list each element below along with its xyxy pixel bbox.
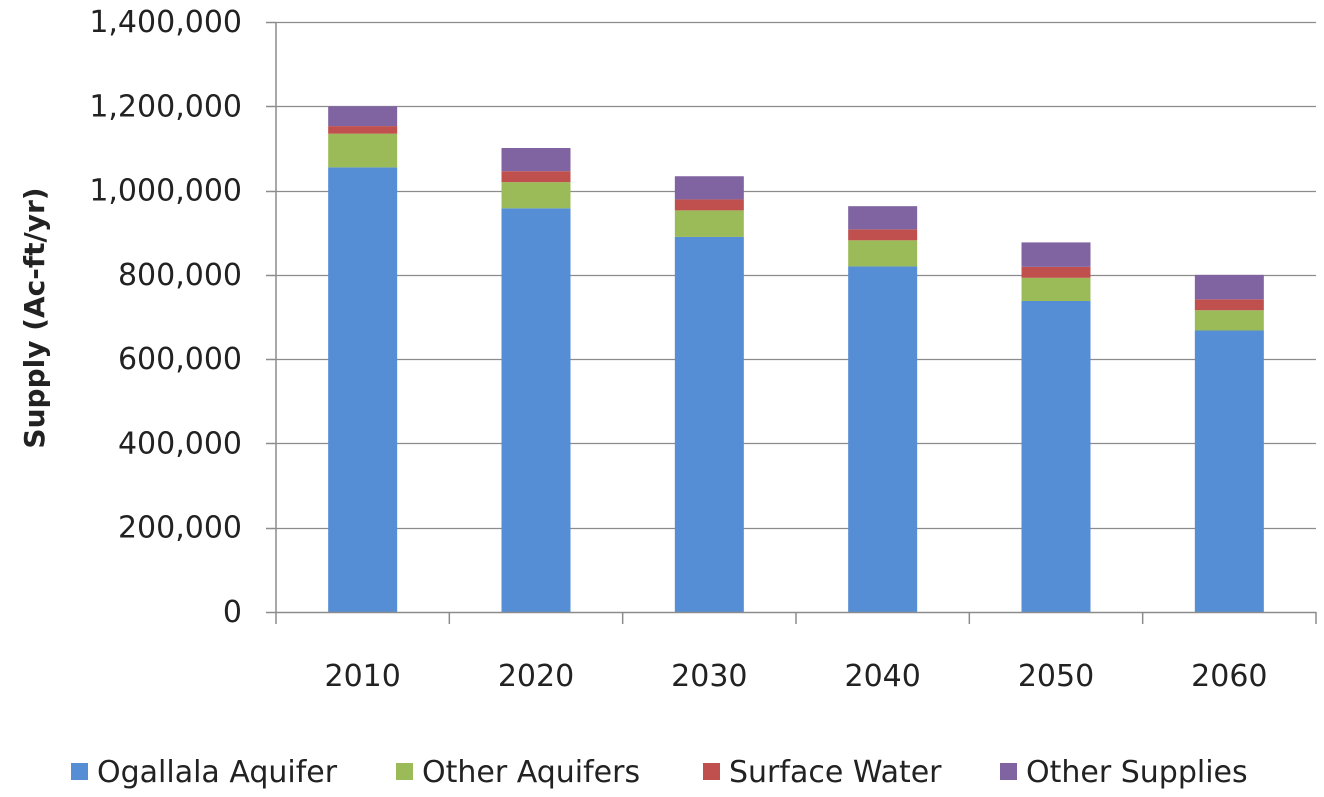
- y-tick-labels: 0 200,000 400,000 600,000 800,000 1,000,000 1,…: [89, 5, 242, 630]
- y-tick-label: 1,400,000: [89, 5, 242, 40]
- bar-segment: [848, 206, 918, 230]
- y-axis-label: Supply (Ac-ft/yr): [18, 187, 51, 448]
- bar-segment: [674, 176, 744, 200]
- y-tick-label: 600,000: [118, 342, 242, 377]
- legend-swatch: [703, 763, 720, 780]
- y-tick-label: 1,200,000: [89, 89, 242, 124]
- bar-segment: [501, 182, 571, 209]
- legend-label: Surface Water: [729, 755, 942, 790]
- bar-segment: [1194, 310, 1264, 331]
- bar-segment: [328, 133, 398, 168]
- legend-label: Ogallala Aquifer: [97, 755, 338, 790]
- x-tick-label: 2060: [1191, 659, 1267, 694]
- y-tick-label: 1,000,000: [89, 174, 242, 209]
- y-tick-label: 400,000: [118, 426, 242, 461]
- legend-swatch: [1000, 763, 1017, 780]
- x-tick-label: 2030: [671, 659, 747, 694]
- axes: [266, 21, 1317, 624]
- bar-segment: [1194, 299, 1264, 311]
- bar-segment: [501, 171, 571, 183]
- bar-segment: [1194, 274, 1264, 300]
- legend-swatch: [71, 763, 88, 780]
- bar-segment: [848, 266, 918, 612]
- legend-label: Other Aquifers: [422, 755, 640, 790]
- x-tick-label: 2020: [498, 659, 574, 694]
- bar-segment: [1021, 242, 1091, 267]
- x-tick-label: 2050: [1018, 659, 1094, 694]
- bar-segment: [1194, 330, 1264, 612]
- bar-segment: [674, 199, 744, 211]
- legend-label: Other Supplies: [1026, 755, 1248, 790]
- bar-segment: [1021, 277, 1091, 301]
- y-tick-label: 200,000: [118, 511, 242, 546]
- bar-segment: [848, 229, 918, 241]
- x-tick-labels: 2010 2020 2030 2040 2050 2060: [324, 659, 1267, 694]
- bar-segment: [328, 167, 398, 612]
- y-tick-label: 800,000: [118, 258, 242, 293]
- x-tick-label: 2040: [844, 659, 920, 694]
- gridlines: [276, 21, 1316, 530]
- bar-segment: [674, 210, 744, 237]
- bar-segment: [1021, 266, 1091, 278]
- bar-segment: [848, 240, 918, 267]
- bar-segment: [328, 126, 398, 134]
- bar-segment: [501, 208, 571, 612]
- bar-segment: [501, 148, 571, 172]
- x-tick-label: 2010: [324, 659, 400, 694]
- bar-segment: [674, 236, 744, 612]
- legend-swatch: [396, 763, 413, 780]
- bars: [328, 106, 1264, 612]
- y-tick-label: 0: [223, 595, 242, 630]
- bar-segment: [328, 106, 398, 127]
- legend: Ogallala Aquifer Other Aquifers Surface Wa…: [71, 755, 1248, 790]
- bar-segment: [1021, 300, 1091, 612]
